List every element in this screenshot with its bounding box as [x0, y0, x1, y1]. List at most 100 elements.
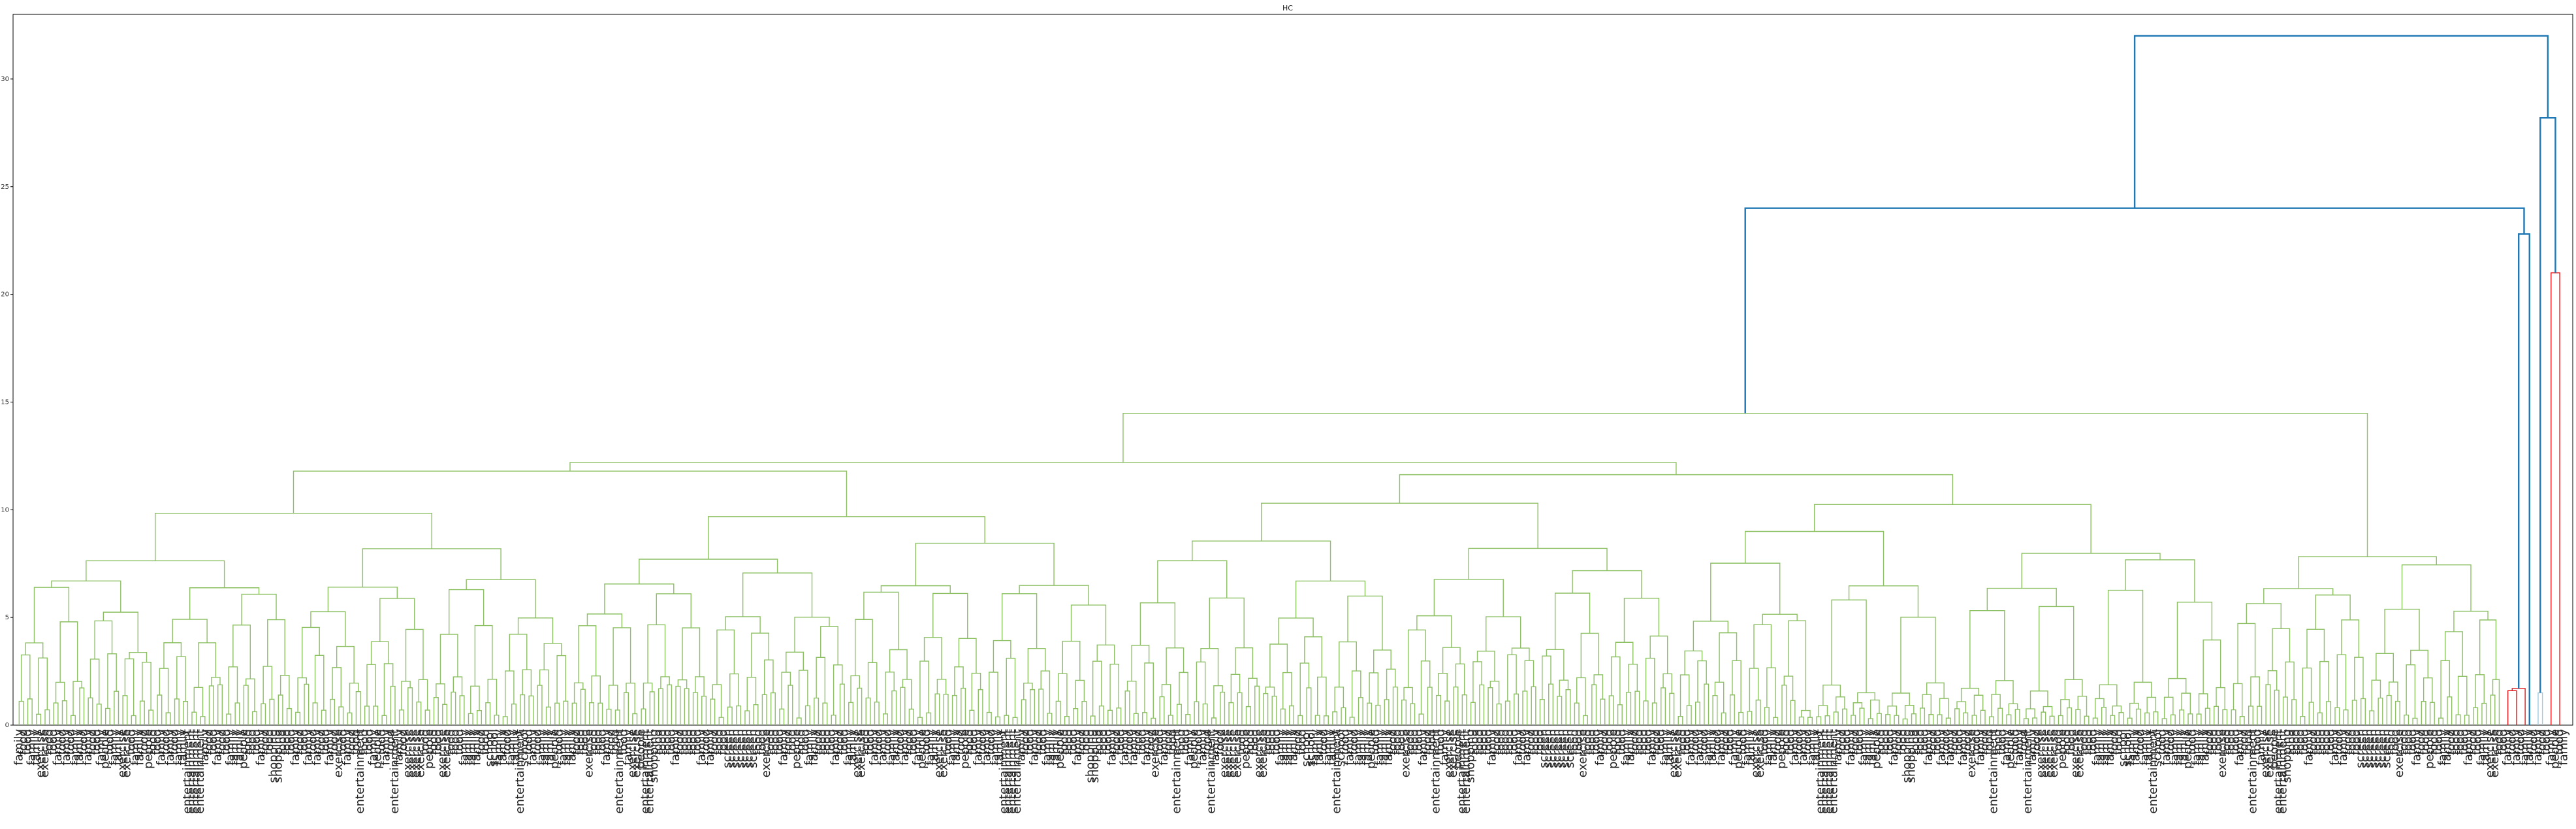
dendrogram-link: [1196, 661, 1206, 704]
dendrogram-link: [545, 706, 551, 725]
leaf-label: exercise: [116, 729, 129, 777]
dendrogram-link: [243, 685, 249, 725]
leaf-label: food: [206, 729, 220, 755]
dendrogram-link: [1986, 587, 2057, 611]
dendrogram-link: [1496, 703, 1502, 725]
leaf-label: food: [297, 729, 311, 755]
leaf-label: food: [751, 729, 765, 755]
leaf-label: food: [1598, 729, 1612, 755]
leaf-label: family: [1139, 729, 1153, 766]
leaf-label: family: [2328, 729, 2342, 766]
dendrogram-link: [2412, 717, 2418, 725]
dendrogram-link: [2231, 709, 2236, 725]
dendrogram-link: [2176, 602, 2213, 679]
dendrogram-link: [2101, 707, 2107, 725]
dendrogram-link: [1945, 717, 1951, 725]
leaf-label: family: [2479, 729, 2493, 766]
dendrogram-link: [1470, 702, 1476, 725]
dendrogram-link: [511, 704, 517, 725]
dendrogram-link: [1349, 717, 1355, 725]
dendrogram-link: [1960, 687, 1979, 702]
leaf-label: food: [1122, 729, 1136, 755]
dendrogram-link: [1887, 706, 1898, 716]
leaf-label: family: [1049, 729, 1062, 766]
dendrogram-link: [2222, 709, 2228, 725]
leaf-label: family: [2172, 729, 2186, 766]
leaf-label: food: [2389, 729, 2402, 755]
dendrogram-link: [2369, 710, 2375, 725]
leaf-label: food: [1879, 729, 1892, 755]
leaf-label: exercise: [1753, 729, 1767, 777]
leaf-label: food: [336, 729, 350, 755]
leaf-label: food: [1092, 729, 1106, 755]
dendrogram-link: [831, 715, 836, 725]
dendrogram-link: [1468, 547, 1608, 579]
dendrogram-link: [1176, 704, 1182, 725]
leaf-label: food: [2211, 729, 2225, 755]
dendrogram-link: [1245, 706, 1251, 725]
leaf-label: family: [1866, 729, 1879, 766]
dendrogram-link: [1645, 657, 1655, 704]
dendrogram-link: [468, 713, 473, 725]
dendrogram-link: [2386, 694, 2392, 725]
dendrogram-link: [614, 709, 620, 725]
leaf-label: family: [129, 729, 142, 766]
dendrogram-link: [2248, 706, 2253, 725]
dendrogram-link: [122, 695, 128, 725]
leaf-label: family: [1702, 729, 1715, 766]
dendrogram-link: [297, 677, 308, 713]
leaf-label: family: [509, 729, 522, 766]
leaf-label: food: [1783, 729, 1797, 755]
leaf-label: shopping: [647, 729, 661, 783]
dendrogram-link: [1237, 692, 1243, 725]
leaf-label: food: [824, 729, 838, 755]
leaf-label: family: [1273, 729, 1287, 766]
dendrogram-link: [1507, 654, 1517, 702]
leaf-label: entertainment: [180, 729, 194, 814]
leaf-label: family: [2012, 729, 2026, 766]
dendrogram-link: [407, 687, 413, 725]
dendrogram-link: [1027, 647, 1046, 683]
leaf-label: people: [1732, 729, 1745, 769]
dendrogram-link: [961, 687, 966, 725]
dendrogram-link: [226, 713, 232, 725]
dendrogram-link: [2479, 619, 2497, 680]
leaf-label: family: [2302, 729, 2315, 766]
leaf-label: food: [2306, 729, 2320, 755]
dendrogram-link: [2026, 708, 2035, 719]
leaf-label: food: [137, 729, 151, 755]
leaf-label: family: [1382, 729, 1395, 766]
leaf-label: people: [2267, 729, 2281, 769]
dendrogram-link: [2237, 623, 2256, 684]
leaf-label: family: [911, 729, 925, 766]
leaf-label: exercise: [2216, 729, 2229, 777]
dendrogram-link: [1788, 620, 1807, 711]
dendrogram-link: [569, 462, 1677, 475]
dendrogram-link: [1021, 699, 1026, 725]
leaf-label: food: [686, 729, 700, 755]
dendrogram-link: [2168, 677, 2187, 698]
leaf-label: food: [893, 729, 907, 755]
dendrogram-link: [684, 688, 690, 725]
leaf-label: food: [1386, 729, 1399, 755]
dendrogram-link: [915, 542, 1055, 586]
leaf-label: food: [2332, 729, 2346, 755]
dendrogram-link: [597, 702, 603, 725]
dendrogram-link: [2198, 693, 2208, 715]
dendrogram-link: [1288, 705, 1295, 725]
leaf-label: people: [1053, 729, 1067, 769]
leaf-label: food: [604, 729, 618, 755]
leaf-label: family: [2026, 729, 2039, 766]
dendrogram-link: [1124, 691, 1130, 725]
leaf-label: entertainment: [1455, 729, 1469, 814]
leaf-label: food: [2242, 729, 2255, 755]
leaf-label: food: [1611, 729, 1625, 755]
dendrogram-link: [2343, 709, 2349, 725]
leaf-label: food: [1524, 729, 1538, 755]
dendrogram-link: [1729, 694, 1735, 725]
leaf-label: family: [1416, 729, 1430, 766]
dendrogram-link: [936, 679, 947, 694]
dendrogram-link: [1954, 708, 1960, 725]
leaf-label: food: [2108, 729, 2122, 755]
leaf-label: food: [1917, 729, 1931, 755]
